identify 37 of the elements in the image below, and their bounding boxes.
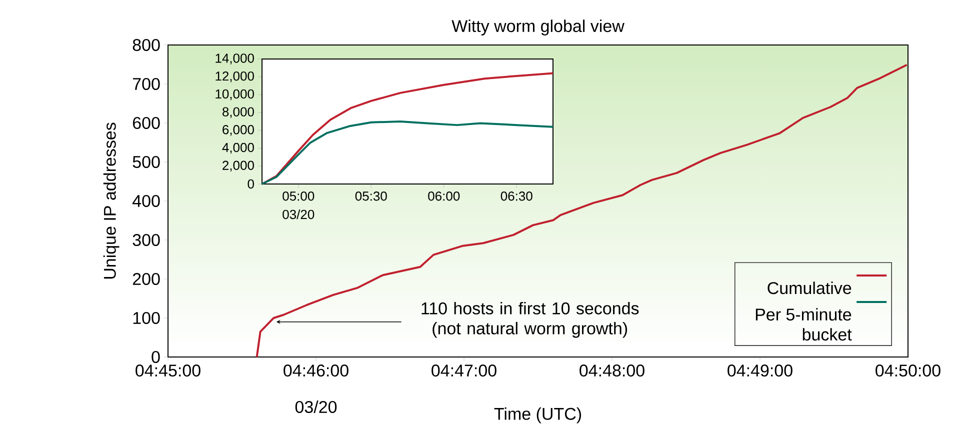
y-tick-label: 100 — [133, 312, 160, 324]
x-tick-label: 04:50:00 — [876, 364, 940, 377]
x-tick-label: 04:46:00 — [284, 364, 348, 377]
y-tick-label: 700 — [132, 78, 160, 90]
y-tick-label: 800 — [132, 38, 160, 52]
y-tick-label: 10,000 — [216, 89, 254, 100]
x-tick-label: 04:47:00 — [432, 364, 496, 377]
y-tick-label: 0 — [248, 179, 254, 189]
y-tick-label: 600 — [132, 116, 160, 130]
x-tick-label: 05:30 — [355, 192, 387, 201]
x-tick-label: 04:48:00 — [580, 364, 644, 377]
x-tick-label: 05:00 — [282, 192, 314, 201]
annotation: 110 hosts in first 10 seconds (not natural worm growth) — [422, 302, 639, 338]
y-tick-label: 2,000 — [222, 160, 254, 172]
text: 03/20 — [295, 400, 337, 414]
y-tick-label: 8,000 — [222, 107, 254, 118]
line-series — [261, 120, 554, 185]
x-tick-label: 04:49:00 — [728, 364, 792, 377]
y-tick-label: 500 — [132, 156, 160, 168]
y-tick-label: 400 — [132, 194, 160, 208]
chart-title: Witty worm global view — [452, 20, 624, 36]
text: Per 5-minute bucket — [756, 308, 852, 341]
y-tick-label: 300 — [132, 234, 160, 246]
y-tick-label: 4,000 — [222, 142, 254, 154]
y-axis-title: Unique IP addresses — [103, 122, 120, 279]
y-tick-label: 14,000 — [216, 54, 254, 64]
x-axis-title: Time (UTC) — [494, 407, 581, 424]
x-tick-label: 06:00 — [428, 192, 460, 201]
y-tick-label: 6,000 — [222, 125, 254, 136]
x-tick-label: 06:30 — [500, 192, 532, 201]
annotation: 03/20 — [282, 210, 314, 220]
y-tick-label: 12,000 — [216, 71, 254, 82]
y-tick-label: 0 — [152, 350, 160, 364]
text: Cumulative — [768, 282, 852, 294]
x-tick-label: 04:45:00 — [136, 364, 200, 377]
line-series — [261, 72, 554, 185]
y-tick-label: 200 — [132, 272, 160, 286]
